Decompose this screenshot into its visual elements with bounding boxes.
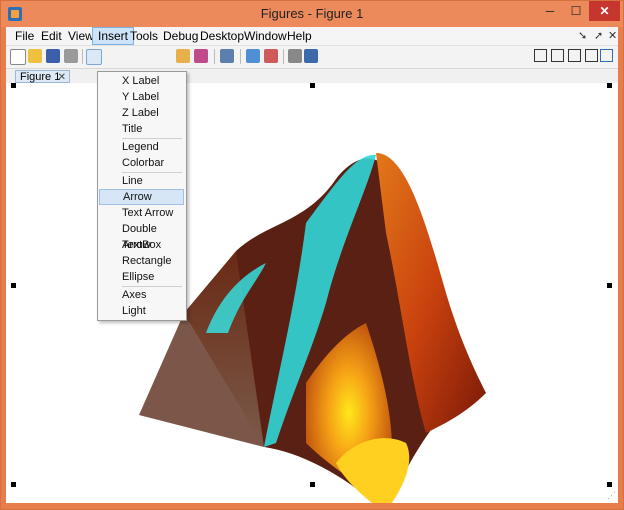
toolbar-separator [82, 49, 83, 64]
title-bar[interactable]: Figures - Figure 1 ─ ☐ ✕ [1, 1, 623, 27]
menu-item-rectangle[interactable]: Rectangle [122, 255, 172, 267]
menu-item-ellipse[interactable]: Ellipse [122, 271, 155, 283]
maximize-doc-icon[interactable] [600, 49, 613, 62]
link-plot-icon[interactable] [220, 49, 234, 63]
selection-handle[interactable] [310, 482, 315, 487]
menu-close-icon[interactable]: ✕ [608, 30, 618, 42]
insert-menu-dropdown: X Label Y Label Z Label Title Legend Col… [97, 71, 187, 321]
surface-right-lobe [376, 153, 486, 433]
new-figure-icon[interactable] [10, 49, 26, 65]
selection-handle[interactable] [11, 283, 16, 288]
tile-grid-icon[interactable] [534, 49, 547, 62]
tab-figure-1[interactable]: Figure 1 ✕ [15, 70, 70, 83]
show-plot-tools-icon[interactable] [304, 49, 318, 63]
menu-window[interactable]: Window [244, 29, 287, 43]
menu-item-x-label[interactable]: X Label [122, 75, 160, 87]
menu-item-legend[interactable]: Legend [122, 141, 159, 153]
menu-item-textbox[interactable]: TextBox [122, 239, 162, 251]
selection-handle[interactable] [11, 482, 16, 487]
menu-edit[interactable]: Edit [41, 29, 62, 43]
menu-desktop[interactable]: Desktop [200, 29, 245, 43]
menu-bar: File Edit View Insert Tools Debug Deskto… [6, 27, 618, 46]
menu-separator [122, 172, 182, 173]
menu-file[interactable]: File [15, 29, 35, 43]
undock-arrow-icon[interactable]: ➘ [578, 30, 588, 42]
float-icon[interactable] [585, 49, 598, 62]
menu-item-z-label[interactable]: Z Label [122, 107, 159, 119]
close-button[interactable]: ✕ [589, 1, 620, 21]
save-icon[interactable] [46, 49, 60, 63]
menu-item-light[interactable]: Light [122, 305, 146, 317]
menu-tools[interactable]: Tools [130, 29, 159, 43]
maximize-button[interactable]: ☐ [570, 4, 582, 18]
surface-cyan-ridge [264, 154, 376, 447]
client-area: File Edit View Insert Tools Debug Deskto… [6, 27, 618, 503]
menu-item-y-label[interactable]: Y Label [122, 91, 160, 103]
selection-handle[interactable] [310, 83, 315, 88]
minimize-button[interactable]: ─ [545, 4, 555, 18]
edit-plot-icon[interactable] [86, 49, 102, 65]
menu-help[interactable]: Help [287, 29, 312, 43]
print-icon[interactable] [64, 49, 78, 63]
left-right-icon[interactable] [551, 49, 564, 62]
menu-insert[interactable]: Insert [92, 27, 135, 45]
surface-plot [139, 153, 486, 503]
menu-item-double-arrow[interactable]: Double Arrow [122, 223, 157, 251]
selection-handle[interactable] [607, 482, 612, 487]
toolbar-separator [240, 49, 241, 64]
top-bottom-icon[interactable] [568, 49, 581, 62]
resize-grip-icon[interactable]: ⋰ [607, 490, 616, 500]
selection-handle[interactable] [607, 283, 612, 288]
insert-colorbar-icon[interactable] [246, 49, 260, 63]
insert-legend-icon[interactable] [264, 49, 278, 63]
data-cursor-icon[interactable] [194, 49, 208, 63]
figure-toolbar [6, 46, 618, 69]
figure-canvas[interactable]: ⋰ [6, 83, 618, 503]
tab-label: Figure 1 [20, 71, 61, 83]
menu-item-arrow[interactable]: Arrow [99, 189, 184, 205]
selection-handle[interactable] [11, 83, 16, 88]
menu-separator [122, 138, 182, 139]
matlab-figure-icon [8, 7, 22, 21]
open-file-icon[interactable] [28, 49, 42, 63]
hide-plot-tools-icon[interactable] [288, 49, 302, 63]
menu-view[interactable]: View [68, 29, 94, 43]
menu-item-title[interactable]: Title [122, 123, 143, 135]
toolbar-separator [283, 49, 284, 64]
selection-handle[interactable] [607, 83, 612, 88]
surface-front-peak [336, 438, 410, 503]
menu-debug[interactable]: Debug [163, 29, 199, 43]
menu-item-line[interactable]: Line [122, 175, 143, 187]
dock-arrow-icon[interactable]: ➚ [594, 30, 604, 42]
menu-item-colorbar[interactable]: Colorbar [122, 157, 165, 169]
surface-cyan-left-ridge [206, 263, 266, 333]
menu-item-text-arrow[interactable]: Text Arrow [122, 207, 174, 219]
tab-close-icon[interactable]: ✕ [57, 72, 66, 83]
brush-icon[interactable] [176, 49, 190, 63]
toolbar-separator [214, 49, 215, 64]
menu-separator [122, 286, 182, 287]
menu-item-axes[interactable]: Axes [122, 289, 147, 301]
window-title: Figures - Figure 1 [260, 6, 364, 21]
